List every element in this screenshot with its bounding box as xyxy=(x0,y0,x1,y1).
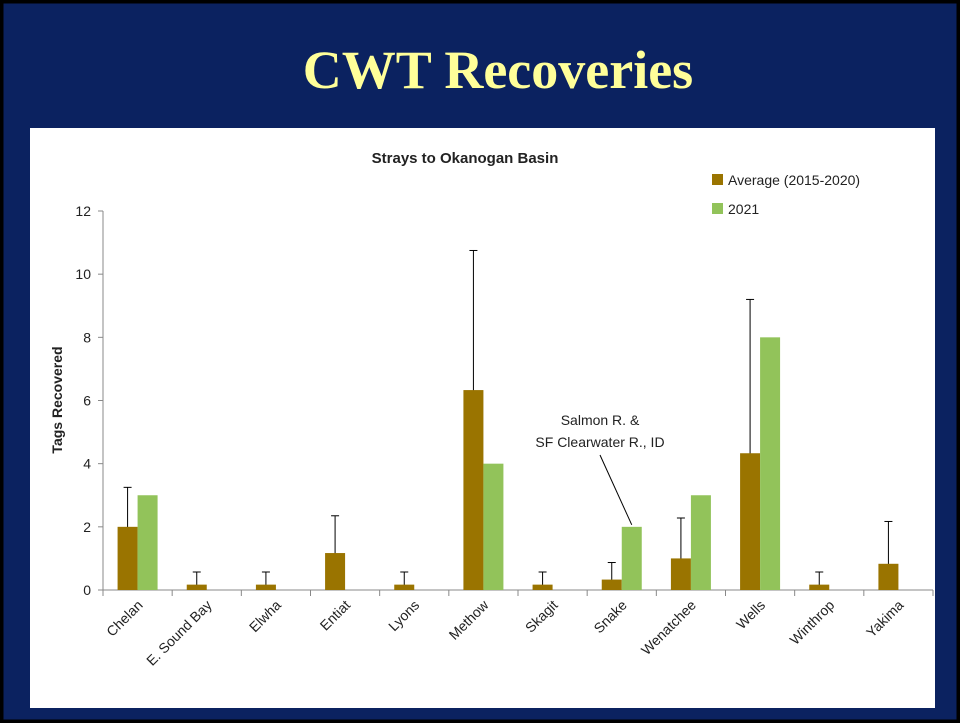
y-tick-label: 12 xyxy=(75,203,91,219)
y-tick-label: 8 xyxy=(83,329,91,345)
annotation: Salmon R. & xyxy=(561,412,640,428)
bar xyxy=(690,495,711,590)
y-tick-label: 2 xyxy=(83,519,91,535)
y-tick-label: 0 xyxy=(83,582,91,598)
bar xyxy=(809,584,830,590)
bar xyxy=(878,563,899,590)
legend-label: Average (2015-2020) xyxy=(728,172,860,188)
bar xyxy=(621,526,642,590)
annotation: SF Clearwater R., ID xyxy=(535,434,664,450)
bar xyxy=(463,390,484,590)
bar xyxy=(760,337,781,590)
y-tick-label: 10 xyxy=(75,266,91,282)
legend-label: 2021 xyxy=(728,201,759,217)
y-tick-label: 6 xyxy=(83,393,91,409)
chart-title: Strays to Okanogan Basin xyxy=(372,150,559,167)
bar xyxy=(740,453,761,590)
bar xyxy=(117,526,138,590)
bar xyxy=(601,579,622,590)
slide-title: CWT Recoveries xyxy=(303,40,693,100)
bar xyxy=(255,584,276,590)
bar xyxy=(186,584,207,590)
bar xyxy=(532,584,553,590)
bar xyxy=(483,463,504,590)
bar xyxy=(670,558,691,590)
legend-swatch xyxy=(712,174,723,185)
y-tick-label: 4 xyxy=(83,456,91,472)
bar xyxy=(325,553,346,590)
annotation-leader xyxy=(599,454,633,526)
y-axis-label: Tags Recovered xyxy=(49,346,65,453)
bar xyxy=(394,584,415,590)
legend-swatch xyxy=(712,203,723,214)
bar xyxy=(137,495,158,590)
